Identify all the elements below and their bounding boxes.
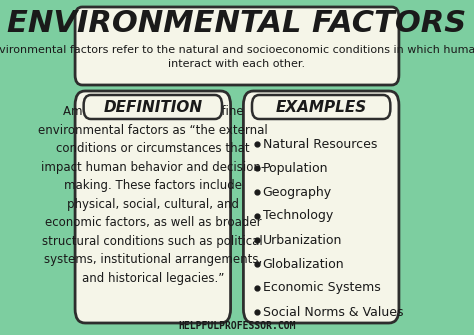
Text: DEFINITION: DEFINITION	[103, 99, 202, 115]
Text: Geography: Geography	[263, 186, 332, 199]
Text: Population: Population	[263, 161, 328, 175]
Text: EXAMPLES: EXAMPLES	[275, 99, 367, 115]
Text: Social Norms & Values: Social Norms & Values	[263, 306, 403, 319]
FancyBboxPatch shape	[252, 95, 391, 119]
Text: Economic Systems: Economic Systems	[263, 281, 381, 294]
FancyBboxPatch shape	[244, 91, 399, 323]
Text: Globalization: Globalization	[263, 258, 344, 270]
Text: Natural Resources: Natural Resources	[263, 137, 377, 150]
Text: Technology: Technology	[263, 209, 333, 222]
FancyBboxPatch shape	[83, 95, 222, 119]
FancyBboxPatch shape	[75, 91, 230, 323]
FancyBboxPatch shape	[75, 7, 399, 85]
Text: HELPFULPROFESSOR.COM: HELPFULPROFESSOR.COM	[178, 321, 296, 331]
Text: Environmental factors refer to the natural and socioeconomic conditions in which: Environmental factors refer to the natur…	[0, 46, 474, 69]
Text: Amenta & Elliott (2019) define
environmental factors as “the external
conditions: Amenta & Elliott (2019) define environme…	[38, 105, 268, 285]
Text: Urbanization: Urbanization	[263, 233, 342, 247]
Text: ENVIRONMENTAL FACTORS: ENVIRONMENTAL FACTORS	[8, 8, 466, 38]
